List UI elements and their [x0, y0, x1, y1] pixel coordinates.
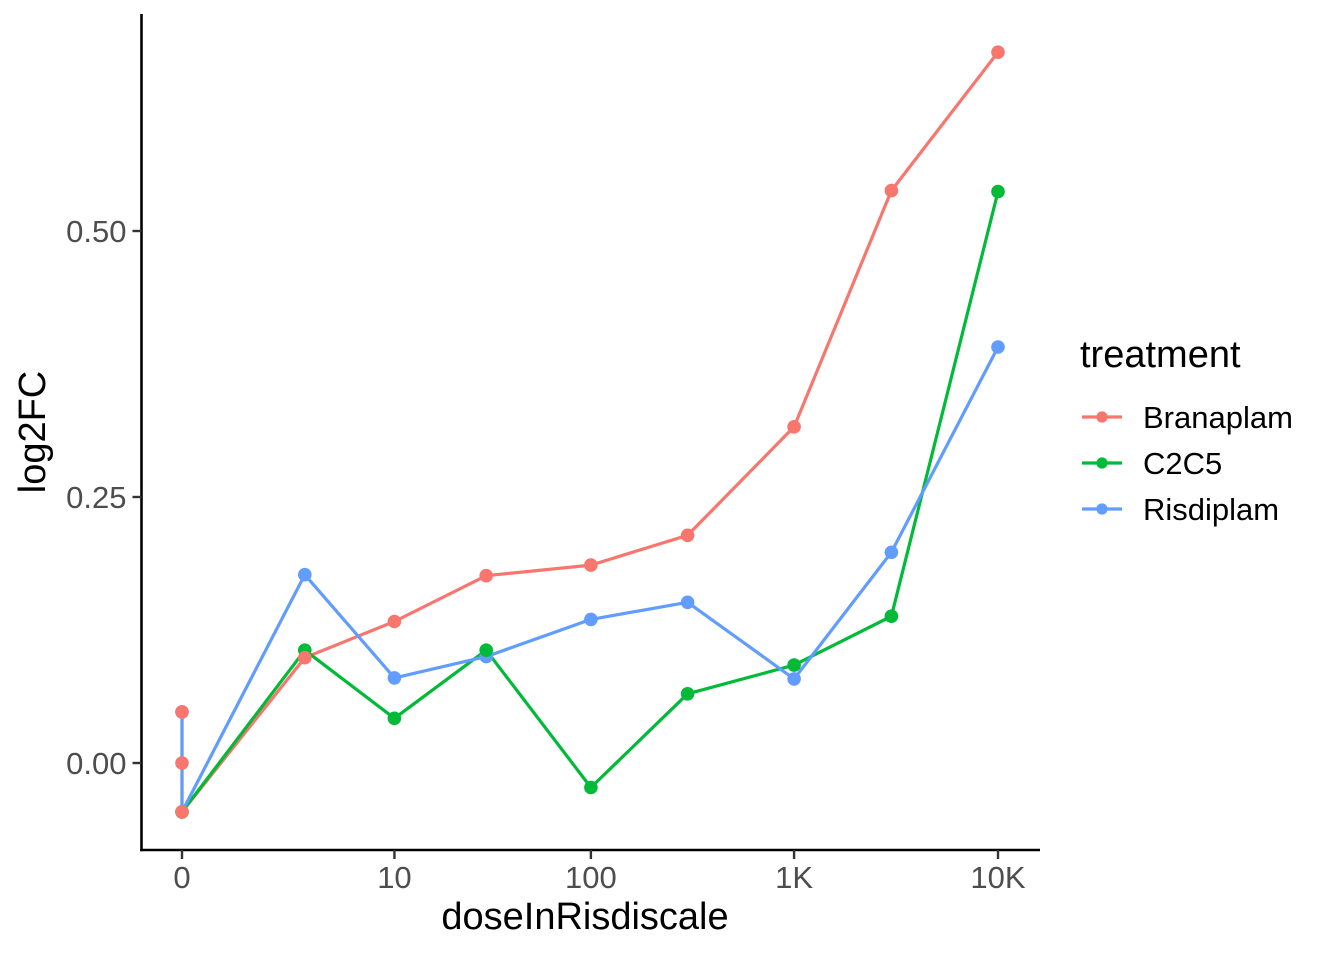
- data-point-risdiplam: [584, 612, 598, 627]
- legend-item-risdiplam: Risdiplam: [1080, 486, 1293, 532]
- legend-item-label: Branaplam: [1143, 399, 1293, 435]
- data-point-c2c5: [479, 643, 494, 657]
- data-point-c2c5: [584, 780, 598, 795]
- data-point-branaplam: [387, 614, 402, 629]
- data-point-branaplam: [298, 650, 312, 665]
- legend-key-icon: [1082, 457, 1122, 469]
- data-point-c2c5: [787, 658, 801, 672]
- data-point-risdiplam: [298, 567, 312, 582]
- data-point-branaplam: [175, 805, 189, 819]
- x-tick-label: 1K: [775, 860, 813, 895]
- legend-title: treatment: [1080, 334, 1241, 376]
- series-line-risdiplam: [180, 346, 1000, 814]
- legend: treatment Branaplam C2C5 Risdiplam: [1080, 336, 1293, 532]
- data-point-branaplam: [175, 705, 189, 719]
- data-point-risdiplam: [787, 672, 801, 686]
- data-point-branaplam: [680, 528, 695, 543]
- data-point-branaplam: [175, 756, 189, 770]
- y-axis-title: log2FC: [12, 370, 54, 494]
- data-point-risdiplam: [680, 595, 695, 610]
- y-tick-label: 0.00: [66, 746, 126, 781]
- legend-key-icon: [1082, 503, 1122, 515]
- data-point-branaplam: [787, 420, 801, 434]
- x-tick-label: 10K: [970, 860, 1025, 895]
- x-tick-label: 0: [173, 860, 190, 895]
- legend-item-label: C2C5: [1143, 445, 1223, 481]
- data-point-branaplam: [884, 183, 899, 198]
- x-tick-label: 100: [565, 860, 617, 895]
- legend-key-icon: [1082, 411, 1122, 423]
- data-point-risdiplam: [991, 340, 1005, 354]
- data-point-c2c5: [884, 609, 899, 623]
- data-point-branaplam: [479, 568, 494, 583]
- data-point-c2c5: [680, 687, 695, 701]
- x-axis-title: doseInRisdiscale: [441, 896, 729, 938]
- legend-item-branaplam: Branaplam: [1080, 394, 1293, 440]
- series-line-c2c5: [180, 191, 1000, 813]
- legend-item-label: Risdiplam: [1143, 491, 1280, 527]
- x-tick-label: 10: [377, 860, 411, 895]
- data-point-c2c5: [991, 184, 1005, 199]
- data-point-risdiplam: [387, 671, 402, 685]
- y-tick-label: 0.25: [66, 480, 126, 515]
- legend-items: Branaplam C2C5 Risdiplam: [1080, 394, 1293, 532]
- data-point-branaplam: [584, 558, 598, 572]
- y-tick-label: 0.50: [66, 214, 126, 249]
- data-point-branaplam: [991, 45, 1005, 59]
- legend-item-c2c5: C2C5: [1080, 440, 1293, 486]
- data-point-risdiplam: [884, 545, 899, 560]
- series-line-branaplam: [180, 51, 1000, 814]
- data-point-c2c5: [387, 711, 402, 726]
